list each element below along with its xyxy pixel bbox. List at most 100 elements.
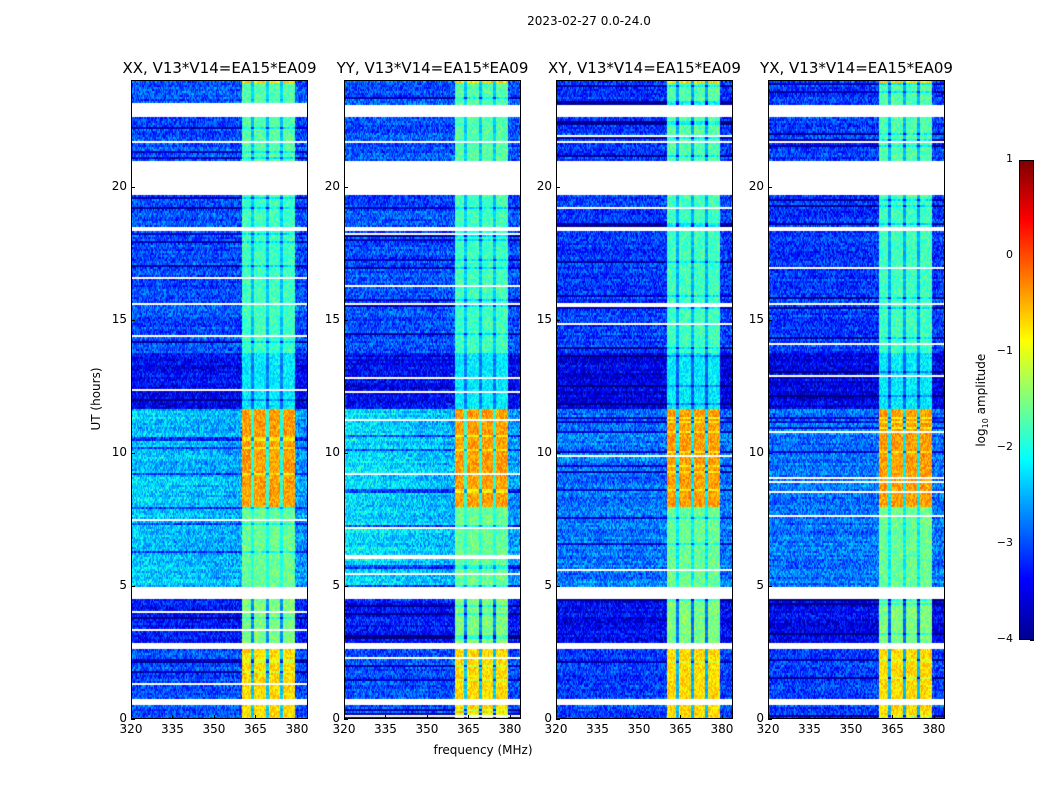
x-tick-label: 350 bbox=[627, 722, 651, 736]
x-tick-label: 365 bbox=[669, 722, 692, 736]
x-tick-mark bbox=[933, 715, 935, 719]
y-tick-mark bbox=[344, 585, 348, 587]
x-tick-mark bbox=[213, 715, 215, 719]
colorbar-tick-label: −3 bbox=[996, 536, 1013, 549]
heatmap-panel bbox=[768, 80, 945, 719]
y-tick-label: 15 bbox=[324, 311, 340, 326]
y-tick-mark bbox=[768, 585, 772, 587]
y-tick-mark bbox=[131, 319, 135, 321]
colorbar-tick-label: 0 bbox=[1006, 248, 1013, 261]
y-tick-label: 15 bbox=[748, 311, 764, 326]
x-tick-label: 380 bbox=[285, 722, 309, 736]
x-tick-label: 320 bbox=[756, 722, 780, 736]
x-tick-mark bbox=[850, 715, 852, 719]
y-tick-label: 10 bbox=[536, 444, 552, 459]
colorbar-tick-label: −2 bbox=[996, 440, 1013, 453]
panel-title: YX, V13*V14=EA15*EA09 bbox=[760, 59, 953, 77]
y-tick-label: 15 bbox=[536, 311, 552, 326]
y-tick-label: 15 bbox=[111, 311, 127, 326]
colorbar-label-rest: amplitude bbox=[973, 353, 988, 419]
y-tick-label: 10 bbox=[748, 444, 764, 459]
x-tick-mark bbox=[172, 715, 174, 719]
heatmap-canvas bbox=[557, 81, 732, 718]
y-tick-label: 20 bbox=[748, 178, 764, 193]
y-tick-mark bbox=[556, 452, 560, 454]
x-tick-label: 335 bbox=[586, 722, 609, 736]
x-tick-label: 365 bbox=[457, 722, 480, 736]
y-tick-mark bbox=[344, 186, 348, 188]
x-tick-label: 350 bbox=[839, 722, 863, 736]
y-tick-mark bbox=[131, 719, 135, 720]
x-tick-mark bbox=[892, 715, 894, 719]
x-tick-mark bbox=[597, 715, 599, 719]
heatmap-canvas bbox=[132, 81, 307, 718]
x-tick-label: 335 bbox=[374, 722, 397, 736]
y-axis-label: UT (hours) bbox=[89, 367, 103, 431]
x-tick-label: 365 bbox=[881, 722, 904, 736]
y-tick-mark bbox=[131, 186, 135, 188]
x-tick-mark bbox=[385, 715, 387, 719]
colorbar-tick-label: −4 bbox=[996, 632, 1013, 645]
heatmap-panel bbox=[131, 80, 308, 719]
x-axis-label: frequency (MHz) bbox=[433, 743, 533, 757]
y-tick-mark bbox=[556, 319, 560, 321]
colorbar-label: log10 amplitude bbox=[974, 350, 990, 450]
x-tick-label: 335 bbox=[798, 722, 821, 736]
heatmap-panel bbox=[556, 80, 733, 719]
y-tick-mark bbox=[344, 719, 348, 720]
x-tick-mark bbox=[556, 715, 557, 719]
x-tick-mark bbox=[809, 715, 811, 719]
heatmap-panel bbox=[344, 80, 521, 719]
y-tick-mark bbox=[768, 319, 772, 321]
y-tick-label: 10 bbox=[111, 444, 127, 459]
x-tick-label: 320 bbox=[544, 722, 568, 736]
colorbar-tick-label: 1 bbox=[1006, 152, 1013, 165]
y-tick-mark bbox=[768, 719, 772, 720]
y-tick-mark bbox=[768, 186, 772, 188]
y-tick-mark bbox=[344, 452, 348, 454]
x-tick-mark bbox=[344, 715, 345, 719]
y-tick-mark bbox=[131, 585, 135, 587]
y-tick-label: 5 bbox=[756, 577, 764, 592]
colorbar-label-sub: 10 bbox=[981, 418, 991, 429]
y-tick-mark bbox=[556, 585, 560, 587]
colorbar-tick-label: −1 bbox=[996, 344, 1013, 357]
y-tick-mark bbox=[556, 186, 560, 188]
y-tick-label: 10 bbox=[324, 444, 340, 459]
heatmap-canvas bbox=[769, 81, 944, 718]
y-tick-mark bbox=[344, 319, 348, 321]
x-tick-label: 365 bbox=[244, 722, 267, 736]
heatmap-canvas bbox=[345, 81, 520, 718]
colorbar-tick-mark bbox=[1030, 640, 1034, 641]
x-tick-mark bbox=[131, 715, 132, 719]
y-tick-mark bbox=[131, 452, 135, 454]
x-tick-label: 350 bbox=[202, 722, 226, 736]
x-tick-label: 380 bbox=[922, 722, 946, 736]
x-tick-mark bbox=[468, 715, 470, 719]
y-tick-label: 20 bbox=[536, 178, 552, 193]
x-tick-label: 320 bbox=[332, 722, 356, 736]
x-tick-mark bbox=[638, 715, 640, 719]
x-tick-mark bbox=[255, 715, 257, 719]
x-tick-label: 320 bbox=[119, 722, 143, 736]
y-tick-label: 20 bbox=[324, 178, 340, 193]
panel-title: XY, V13*V14=EA15*EA09 bbox=[548, 59, 741, 77]
figure-title: 2023-02-27 0.0-24.0 bbox=[527, 14, 651, 28]
colorbar bbox=[1019, 160, 1034, 640]
panel-title: YY, V13*V14=EA15*EA09 bbox=[336, 59, 529, 77]
y-tick-label: 0 bbox=[332, 711, 340, 725]
panel-title: XX, V13*V14=EA15*EA09 bbox=[122, 59, 317, 77]
x-tick-mark bbox=[509, 715, 511, 719]
x-tick-mark bbox=[721, 715, 723, 719]
y-tick-label: 0 bbox=[119, 711, 127, 725]
x-tick-label: 380 bbox=[710, 722, 734, 736]
y-tick-label: 0 bbox=[544, 711, 552, 725]
y-tick-label: 5 bbox=[544, 577, 552, 592]
y-tick-label: 0 bbox=[756, 711, 764, 725]
y-tick-mark bbox=[768, 452, 772, 454]
x-tick-label: 380 bbox=[498, 722, 522, 736]
x-tick-mark bbox=[296, 715, 298, 719]
x-tick-mark bbox=[426, 715, 428, 719]
x-tick-mark bbox=[680, 715, 682, 719]
y-tick-mark bbox=[556, 719, 560, 720]
